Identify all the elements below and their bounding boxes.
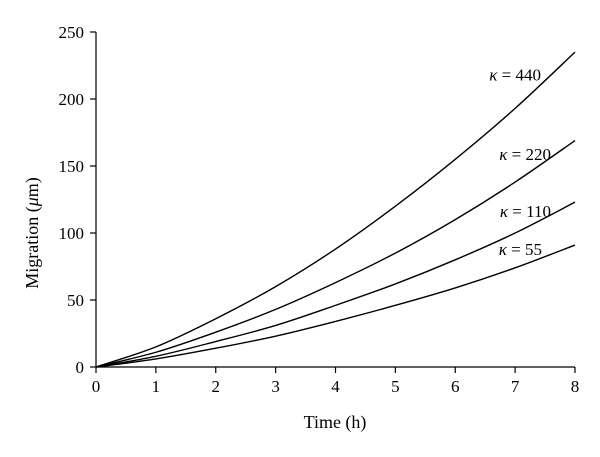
x-tick-label: 5: [391, 377, 400, 396]
x-tick-label: 1: [152, 377, 161, 396]
x-tick-label: 4: [331, 377, 340, 396]
kappa-symbol: κ: [499, 240, 508, 259]
y-tick-label: 250: [59, 23, 85, 42]
series-lines: [95, 51, 576, 368]
y-tick-label: 100: [59, 224, 85, 243]
series-label-value: = 55: [507, 240, 542, 259]
series-line: [95, 51, 576, 368]
y-axis-title: Migration (μm): [22, 177, 43, 289]
kappa-symbol: κ: [489, 65, 498, 84]
y-axis-title-prefix: Migration (: [22, 206, 43, 289]
series-label-value: = 440: [497, 65, 541, 84]
series-line: [95, 139, 576, 368]
series-label: κ = 220: [499, 145, 551, 164]
series-label: κ = 55: [499, 240, 542, 259]
x-tick-label: 7: [511, 377, 520, 396]
y-axis-title-suffix: m): [22, 177, 43, 197]
x-tick-label: 0: [92, 377, 101, 396]
series-label-value: = 110: [508, 202, 551, 221]
series-line: [95, 244, 576, 368]
x-tick-label: 3: [271, 377, 280, 396]
y-tick-label: 200: [59, 90, 85, 109]
x-tick-label: 6: [451, 377, 460, 396]
x-axis-title: Time (h): [304, 412, 367, 433]
series-line: [95, 201, 576, 368]
series-label: κ = 110: [500, 202, 551, 221]
y-tick-label: 50: [67, 291, 84, 310]
x-ticks: 0 1 2 3 4 5 6 7 8: [92, 367, 580, 396]
x-tick-label: 2: [212, 377, 221, 396]
y-tick-label: 0: [76, 358, 85, 377]
x-tick-label: 8: [571, 377, 580, 396]
series-label: κ = 440: [489, 65, 541, 84]
y-axis-title-mu: μ: [22, 197, 42, 207]
kappa-symbol: κ: [499, 145, 508, 164]
y-ticks: 0 50 100 150 200 250: [59, 23, 96, 377]
series-label-value: = 220: [507, 145, 551, 164]
y-tick-label: 150: [59, 157, 85, 176]
kappa-symbol: κ: [500, 202, 509, 221]
